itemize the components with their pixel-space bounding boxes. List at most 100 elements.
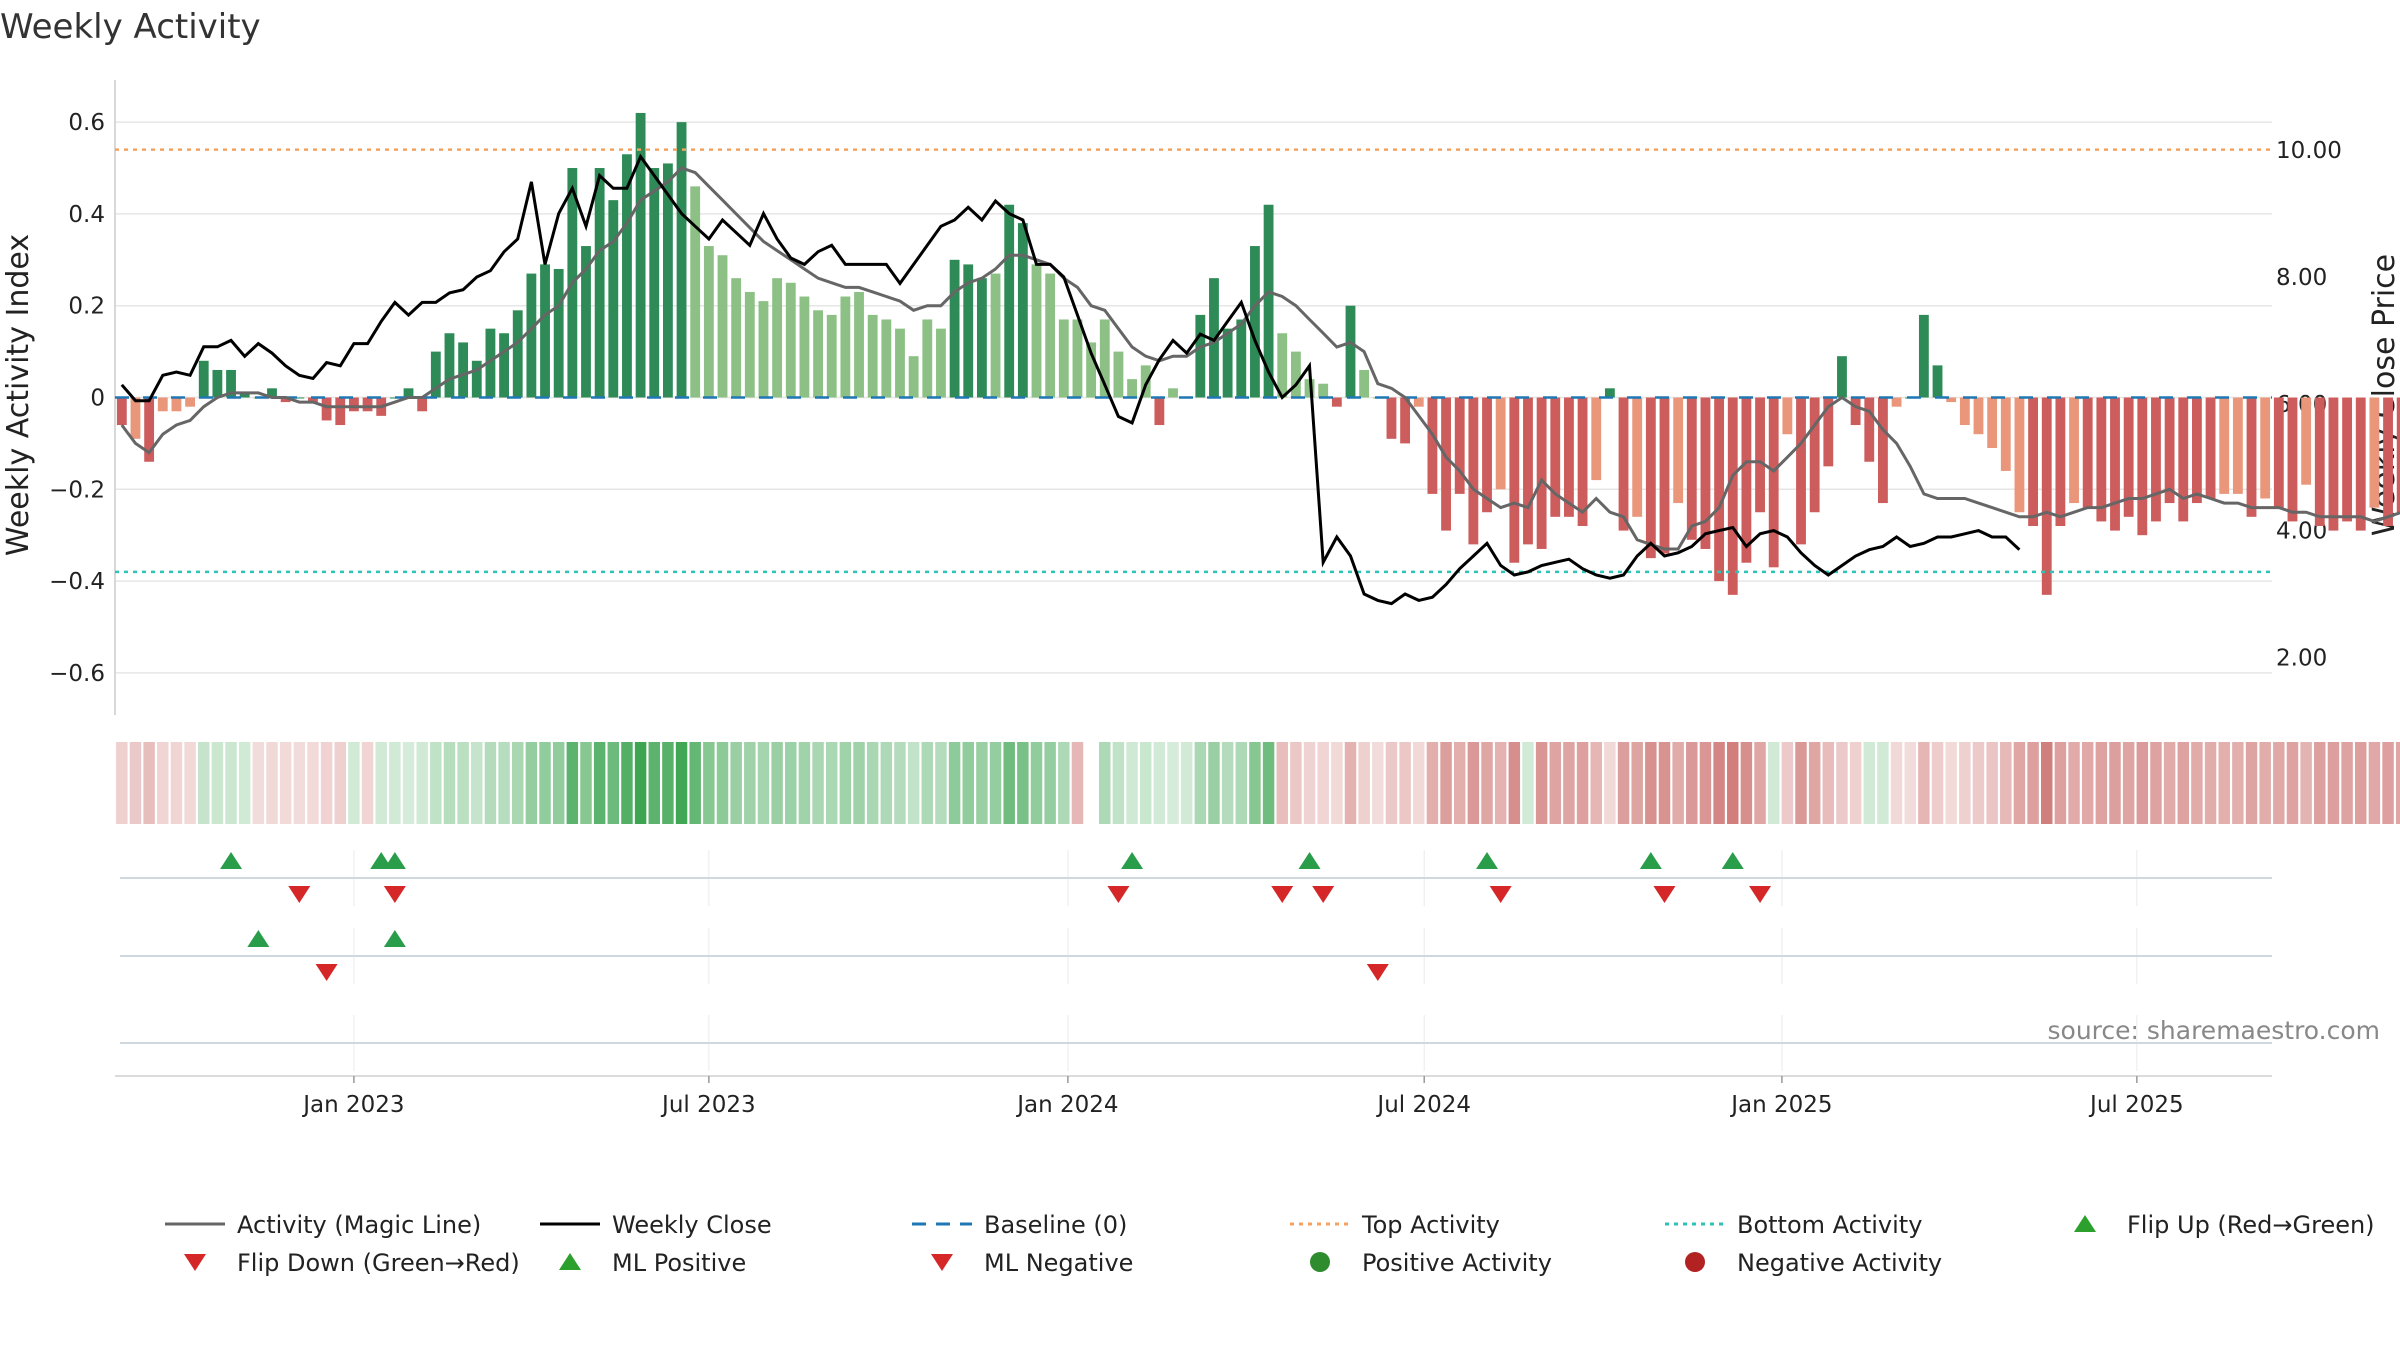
strip-cell <box>716 742 729 824</box>
activity-bar <box>1058 319 1069 398</box>
activity-bar <box>881 319 892 398</box>
legend-swatch <box>1310 1252 1330 1272</box>
activity-bar <box>212 369 223 398</box>
activity-bar <box>2383 397 2393 527</box>
x-tick-label: Jan 2024 <box>1015 1092 1118 1118</box>
y-tick-label: −0.4 <box>49 569 105 595</box>
y-tick-label: 0.4 <box>68 202 105 228</box>
activity-bar <box>1891 397 1902 407</box>
activity-bar <box>1072 319 1083 398</box>
flip-up-marker <box>1721 852 1744 869</box>
strip-cell <box>948 742 961 824</box>
activity-bar <box>1659 397 1670 554</box>
activity-bar <box>403 388 414 398</box>
legend-swatch <box>931 1254 953 1271</box>
legend-item: Baseline (0) <box>912 1211 1127 1239</box>
activity-bar <box>280 397 291 403</box>
strip-cell <box>525 742 538 824</box>
activity-bar <box>1686 397 1697 540</box>
activity-bar <box>2055 397 2066 527</box>
strip-cell <box>1918 742 1930 824</box>
legend: Activity (Magic Line) Weekly Close Baselin… <box>165 1211 2375 1277</box>
activity-bar <box>1263 204 1274 398</box>
strip-cell <box>2395 742 2400 824</box>
activity-bar <box>294 397 305 399</box>
strip-cell <box>648 742 660 824</box>
strip-cell <box>1767 742 1780 824</box>
strip-cell <box>1017 742 1029 824</box>
strip-cell <box>593 742 606 824</box>
flip-up-marker <box>1121 852 1144 869</box>
strip-cell <box>2095 742 2108 824</box>
strip-cell <box>552 742 565 824</box>
activity-bar <box>2000 397 2011 471</box>
activity-bar <box>1714 397 1725 582</box>
strip-cell <box>894 742 906 824</box>
activity-bar <box>512 310 523 398</box>
strip-cell <box>1071 742 1084 824</box>
activity-bar <box>198 360 209 398</box>
strip-cell <box>880 742 893 824</box>
strip-cell <box>1604 742 1616 824</box>
strip-cell <box>1808 742 1821 824</box>
reference-lines <box>115 148 2272 574</box>
activity-bar <box>622 154 632 398</box>
activity-bar <box>731 278 742 398</box>
strip-cell <box>1290 742 1302 824</box>
activity-bar <box>1850 397 1861 426</box>
activity-bar <box>1400 397 1411 444</box>
activity-bar <box>1550 397 1561 517</box>
activity-bar <box>1086 342 1097 398</box>
activity-bar <box>1618 397 1629 531</box>
source-label: source: sharemaestro.com <box>2048 1016 2381 1045</box>
activity-bar <box>2301 397 2312 485</box>
strip-cell <box>1781 742 1794 824</box>
legend-item: Flip Down (Green→Red) <box>184 1249 520 1277</box>
strip-cell <box>2054 742 2067 824</box>
flip-down-marker <box>1271 886 1294 903</box>
flip-down-marker <box>383 886 406 903</box>
strip-cell <box>2327 742 2340 824</box>
activity-bar <box>1727 397 1738 595</box>
strip-cell <box>457 742 469 824</box>
activity-bar <box>608 200 619 398</box>
activity-bar <box>936 328 946 398</box>
strip-cell <box>1945 742 1957 824</box>
ml-down-marker <box>1366 964 1389 981</box>
activity-bar <box>1591 397 1602 481</box>
activity-bar <box>444 333 455 398</box>
flip-up-marker <box>220 852 243 869</box>
strip-cell <box>279 742 292 824</box>
activity-bar <box>308 397 318 403</box>
strip-cell <box>662 742 674 824</box>
activity-bars <box>116 112 2400 595</box>
activity-bar <box>1413 397 1424 407</box>
activity-bar <box>813 310 823 398</box>
activity-bar <box>1782 397 1793 435</box>
strip-cell <box>225 742 237 824</box>
legend-item: Positive Activity <box>1310 1249 1552 1277</box>
strip-cell <box>375 742 387 824</box>
strip-cell <box>580 742 592 824</box>
legend-label: Activity (Magic Line) <box>237 1211 481 1239</box>
flip-down-marker <box>1653 886 1676 903</box>
color-strip <box>116 742 2400 824</box>
weekly-close-line <box>120 153 2021 606</box>
strip-cell <box>1276 742 1288 824</box>
strip-cell <box>785 742 797 824</box>
strip-cell <box>1836 742 1848 824</box>
activity-bar <box>1277 333 1288 398</box>
strip-cell <box>1044 742 1056 824</box>
activity-bar <box>2041 397 2052 595</box>
activity-bar <box>1318 383 1329 398</box>
activity-bar <box>581 246 591 398</box>
ml-up-marker <box>383 930 406 947</box>
activity-bar <box>499 333 509 398</box>
strip-cell <box>539 742 551 824</box>
activity-bar <box>1768 397 1779 568</box>
legend-label: ML Positive <box>612 1249 746 1277</box>
legend-swatch <box>2074 1215 2096 1232</box>
strip-cell <box>1904 742 1916 824</box>
legend-item: ML Negative <box>931 1249 1133 1277</box>
activity-bar <box>1864 397 1875 462</box>
